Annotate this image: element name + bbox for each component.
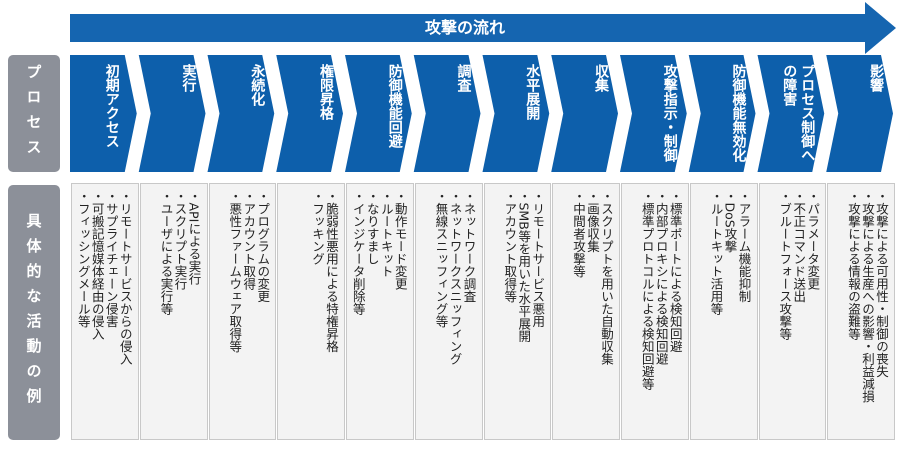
activity-list: リモートサービスからの侵入サプライチェーン侵害可搬記憶媒体経由の侵入フィッシング…: [76, 190, 133, 366]
stage-chevron: [688, 55, 756, 172]
activity-column: 攻撃による可用性・制御の喪失攻撃による生産への影響・利益減損攻撃による情報の盗難…: [827, 183, 895, 440]
activity-item: ルートキット: [379, 190, 394, 315]
activity-item: ネットワーク調査: [462, 190, 477, 365]
activity-column: アラーム機能抑制DoS攻撃ルートキット活用等: [689, 183, 758, 440]
activity-item: 標準プロトコルによる検知回避等: [640, 190, 655, 391]
activity-item: 悪性ファームウェア取得等: [227, 190, 242, 353]
activity-column: リモートサービス悪用SMB等を用いた水平展開アカウント取得等: [483, 183, 552, 440]
activity-item: 動作モード変更: [393, 190, 408, 315]
activity-list: アラーム機能抑制DoS攻撃ルートキット活用等: [709, 190, 752, 316]
activity-item: アラーム機能抑制: [737, 190, 752, 315]
activity-item: 内部プロキシによる検知回避: [654, 190, 669, 390]
activity-item: ユーザによる実行等: [159, 190, 174, 316]
activity-list: 標準ポートによる検知回避内部プロキシによる検知回避標準プロトコルによる検知回避等: [640, 190, 683, 391]
stage-chevron: [207, 55, 275, 172]
activity-item: サプライチェーン侵害: [104, 190, 119, 365]
stage-label: 収集: [593, 64, 609, 92]
activity-column: スクリプトを用いた自動収集画像収集中間者攻撃等: [552, 183, 620, 440]
activity-item: 攻撃による情報の盗難等: [846, 190, 861, 403]
activity-item: 攻撃による生産への影響・利益減損: [860, 190, 875, 403]
activity-item: SMB等を用いた水平展開: [516, 190, 531, 343]
stage-label: 防御機能無効化: [730, 64, 747, 162]
activity-item: 標準ポートによる検知回避: [668, 190, 683, 390]
stage-label: 攻撃指示・制御: [661, 64, 678, 162]
activity-item: フッキング: [310, 190, 325, 353]
activity-column: プログラムの変更アカウント取得悪性ファームウェア取得等: [208, 183, 277, 440]
stage-chevron: [276, 55, 343, 172]
activity-list: リモートサービス悪用SMB等を用いた水平展開アカウント取得等: [502, 190, 545, 343]
activity-item: スクリプト実行: [173, 190, 188, 315]
activity-item: 不正コマンド送出: [791, 190, 806, 340]
stage-label: 永続化: [249, 64, 266, 106]
stage-label: 調査: [455, 64, 472, 92]
activity-item: APIによる実行: [187, 190, 202, 315]
activity-item: 脆弱性悪用による特権昇格: [324, 190, 339, 353]
flow-label: 攻撃の流れ: [424, 18, 505, 37]
activity-column: APIによる実行スクリプト実行ユーザによる実行等: [139, 183, 208, 440]
row-label-text: 具体的な活動の例: [24, 212, 43, 413]
activity-column: ネットワーク調査ネットワークスニッフィング無線スニッフィング等: [414, 183, 483, 440]
stage-label: 実行: [180, 64, 197, 92]
stage-label: 防御機能回避: [386, 64, 403, 148]
stage-label: プロセス制御への障害: [781, 64, 816, 162]
stage-label: 権限昇格: [318, 64, 334, 120]
stage-chevron: [551, 55, 618, 172]
activity-list: スクリプトを用いた自動収集画像収集中間者攻撃等: [571, 190, 614, 366]
activity-list: 攻撃による可用性・制御の喪失攻撃による生産への影響・利益減損攻撃による情報の盗難…: [846, 190, 889, 403]
row-label: 具体的な活動の例: [8, 185, 60, 440]
stage-chevron: [70, 55, 137, 172]
activity-item: プログラムの変更: [255, 190, 270, 353]
stage-chevron: [482, 55, 550, 172]
activity-list: パラメータ変更不正コマンド送出ブルートフォース攻撃等: [777, 190, 820, 341]
stage-chevron: [345, 55, 412, 172]
activity-list: APIによる実行スクリプト実行ユーザによる実行等: [159, 190, 202, 316]
activity-column: リモートサービスからの侵入サプライチェーン侵害可搬記憶媒体経由の侵入フィッシング…: [71, 183, 139, 440]
activity-item: インジケータ削除等: [351, 190, 366, 316]
activity-item: スクリプトを用いた自動収集: [599, 190, 614, 366]
flow-arrow: [70, 2, 896, 54]
activity-list: 脆弱性悪用による特権昇格フッキング: [310, 190, 339, 353]
row-label-text: プロセス: [24, 63, 43, 164]
activity-item: パラメータ変更: [805, 190, 820, 340]
activity-item: 画像収集: [585, 190, 600, 365]
activity-list: プログラムの変更アカウント取得悪性ファームウェア取得等: [227, 190, 270, 353]
activity-column: 標準ポートによる検知回避内部プロキシによる検知回避標準プロトコルによる検知回避等: [621, 183, 689, 440]
activity-item: リモートサービスからの侵入: [118, 190, 133, 366]
activity-list: ネットワーク調査ネットワークスニッフィング無線スニッフィング等: [434, 190, 477, 366]
activity-column: 脆弱性悪用による特権昇格フッキング: [277, 183, 345, 440]
activity-item: ルートキット活用等: [709, 190, 724, 316]
activity-item: 無線スニッフィング等: [434, 190, 449, 365]
activity-item: 可搬記憶媒体経由の侵入: [90, 190, 105, 365]
activity-item: 攻撃による可用性・制御の喪失: [874, 190, 889, 403]
activity-item: ネットワークスニッフィング: [448, 190, 463, 366]
stage-chevron: [826, 55, 893, 172]
stage-chevron: [757, 55, 825, 172]
activity-item: フィッシングメール等: [76, 190, 91, 365]
activity-item: リモートサービス悪用: [530, 190, 545, 342]
row-label: プロセス: [8, 55, 60, 172]
stage-chevron: [620, 55, 687, 172]
stage-chevron: [413, 55, 481, 172]
stage-chevron: [138, 55, 206, 172]
activity-item: アカウント取得等: [502, 190, 517, 342]
activity-column: 動作モード変更ルートキットなりすましインジケータ削除等: [346, 183, 414, 440]
stage-label: 影響: [868, 64, 884, 92]
activity-item: 中間者攻撃等: [571, 190, 586, 365]
activity-item: アカウント取得: [241, 190, 256, 353]
stage-label: 水平展開: [524, 64, 541, 120]
activity-item: DoS攻撃: [723, 190, 738, 315]
activity-column: パラメータ変更不正コマンド送出ブルートフォース攻撃等: [758, 183, 827, 440]
activity-item: なりすまし: [365, 190, 380, 315]
stage-label: 初期アクセス: [103, 64, 120, 148]
activity-list: 動作モード変更ルートキットなりすましインジケータ削除等: [351, 190, 408, 316]
activity-item: ブルートフォース攻撃等: [777, 190, 792, 341]
